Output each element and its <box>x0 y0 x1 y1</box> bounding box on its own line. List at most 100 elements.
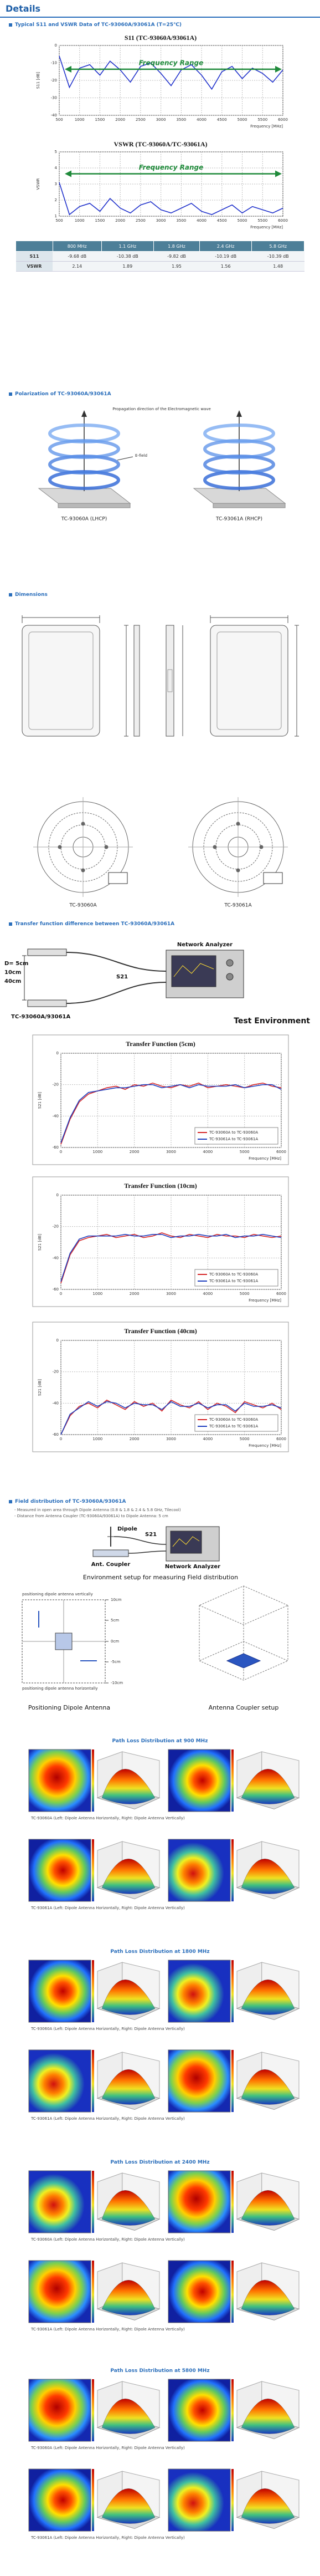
y-tick-label: -20 <box>53 1370 59 1374</box>
surface-plot <box>101 2488 156 2524</box>
vertical-label: positioning dipole antenna vertically <box>22 1592 93 1596</box>
heatmap-image <box>168 2260 231 2323</box>
y-tick-label: 0 <box>56 1338 59 1343</box>
y-tick-label: -60 <box>53 1432 59 1437</box>
arrow-head <box>65 170 71 177</box>
y-tick-label: -20 <box>53 1083 59 1087</box>
drawing-lines <box>22 615 299 737</box>
section-title: Dimensions <box>15 592 48 598</box>
surface-plot <box>101 2399 156 2434</box>
y-tick-label: -60 <box>53 1287 59 1292</box>
legend-box <box>194 1127 278 1145</box>
x-tick-label: 3000 <box>166 1292 176 1296</box>
data-line <box>60 1084 282 1143</box>
setup-drawing <box>92 1526 220 1562</box>
y-tick-label: 0 <box>56 1193 59 1197</box>
annotation: Frequency Range <box>139 59 203 67</box>
scale-label: 5cm <box>111 1618 119 1623</box>
cell: 1.95 <box>153 261 200 272</box>
y-axis-label: S21 [dB] <box>38 1234 42 1251</box>
scale-label: 0cm <box>111 1639 119 1644</box>
path-loss-title: Path Loss Distribution at 2400 MHz <box>110 2160 210 2165</box>
figure-caption: TC-93060A (Left: Dipole Antenna Horizont… <box>30 2237 185 2242</box>
x-tick-label: 4000 <box>203 1292 213 1296</box>
cell: 2.14 <box>53 261 102 272</box>
x-tick-label: 4000 <box>197 218 207 223</box>
legend-box <box>194 1414 278 1432</box>
scale-label: -10cm <box>111 1681 123 1685</box>
header-cell: 800 MHz <box>52 241 102 252</box>
legend-box <box>194 1269 278 1287</box>
x-tick-label: 1000 <box>92 1292 102 1296</box>
heatmap-colorbar <box>231 1749 234 1812</box>
legend-label: TC-93060A to TC-93060A <box>209 1130 258 1135</box>
data-line <box>60 1233 282 1282</box>
figure-caption: TC-93061A (RHCP) <box>215 517 262 522</box>
figure-caption: TC-93061A (Left: Dipole Antenna Horizont… <box>30 1906 185 1910</box>
section-heading: Dimensions <box>9 592 48 598</box>
y-tick-label: -40 <box>53 1401 59 1405</box>
y-tick-label: -10 <box>51 61 57 65</box>
y-tick-label: -40 <box>53 1256 59 1260</box>
scale-label: -5cm <box>111 1660 121 1664</box>
setup-drawing <box>22 948 244 1007</box>
x-tick-label: 4000 <box>203 1437 213 1441</box>
row-label: VSWR <box>16 261 53 272</box>
y-tick-label: -40 <box>53 1114 59 1118</box>
x-tick-label: 4500 <box>217 218 227 223</box>
section-heading: Field distribution of TC-93060A/93061A <box>9 1499 126 1504</box>
heatmap-colorbar <box>231 1960 234 2022</box>
x-tick-label: 3000 <box>166 1150 176 1154</box>
heatmap-image <box>28 2170 91 2233</box>
y-tick-label: 1 <box>55 214 57 218</box>
surface-plot <box>241 2280 295 2315</box>
x-tick-label: 500 <box>55 218 63 223</box>
heatmap-image <box>28 2379 91 2442</box>
coupler-lhcp <box>38 410 131 508</box>
heatmap-image <box>168 2379 231 2442</box>
heatmap-image <box>28 1749 91 1812</box>
s21-label: S21 <box>116 974 128 980</box>
surface-plot <box>101 2069 156 2105</box>
heatmap-image <box>168 1960 231 2023</box>
title-rule <box>0 17 320 18</box>
y-axis-label: VSWR <box>36 178 40 190</box>
y-tick-label: 0 <box>56 1051 59 1055</box>
figure-caption: Environment setup for measuring Field di… <box>83 1574 238 1581</box>
x-axis-label: Frequency [MHz] <box>249 1156 281 1161</box>
heatmap-colorbar <box>92 2469 94 2531</box>
chart-title: VSWR (TC-93060A/TC-93061A) <box>114 140 208 148</box>
field-setup-figure: Dipole S21 Ant. Coupler Network Analyzer… <box>22 1526 289 1711</box>
heatmap-colorbar <box>231 1839 234 1901</box>
surface-plot <box>241 2399 295 2434</box>
heatmap-colorbar <box>92 1960 94 2022</box>
heatmap-colorbar <box>92 2261 94 2323</box>
x-tick-label: 2000 <box>130 1292 140 1296</box>
x-tick-label: 1500 <box>95 218 105 223</box>
legend-label: TC-93061A to TC-93061A <box>209 1137 258 1141</box>
arrow-head <box>275 65 282 73</box>
x-tick-label: 1000 <box>75 118 85 122</box>
heatmap-image <box>28 2049 91 2113</box>
x-tick-label: 3500 <box>176 118 186 122</box>
figure-caption: Antenna Coupler setup <box>209 1704 279 1711</box>
x-tick-label: 500 <box>55 118 63 122</box>
cell: -9.82 dB <box>153 251 200 262</box>
y-axis-label: S21 [dB] <box>38 1379 42 1396</box>
drawing-caption: TC-93061A <box>224 903 252 909</box>
note: - Distance from Antenna Coupler (TC-9306… <box>14 1514 168 1518</box>
x-tick-label: 5000 <box>240 1437 250 1441</box>
figure-caption: Test Environment <box>234 1017 310 1026</box>
heatmap-image <box>28 1839 91 1902</box>
y-tick-label: -60 <box>53 1145 59 1150</box>
y-tick-label: 4 <box>55 166 58 170</box>
dipole-label: Dipole <box>117 1526 137 1532</box>
x-tick-label: 6000 <box>278 218 288 223</box>
y-tick-label: -30 <box>51 96 57 100</box>
x-tick-label: 6000 <box>276 1150 286 1154</box>
x-tick-label: 0 <box>60 1292 62 1296</box>
y-tick-label: 5 <box>55 150 57 154</box>
heatmap-colorbar <box>231 2261 234 2323</box>
note: - Measured in open area through Dipole A… <box>14 1508 181 1512</box>
